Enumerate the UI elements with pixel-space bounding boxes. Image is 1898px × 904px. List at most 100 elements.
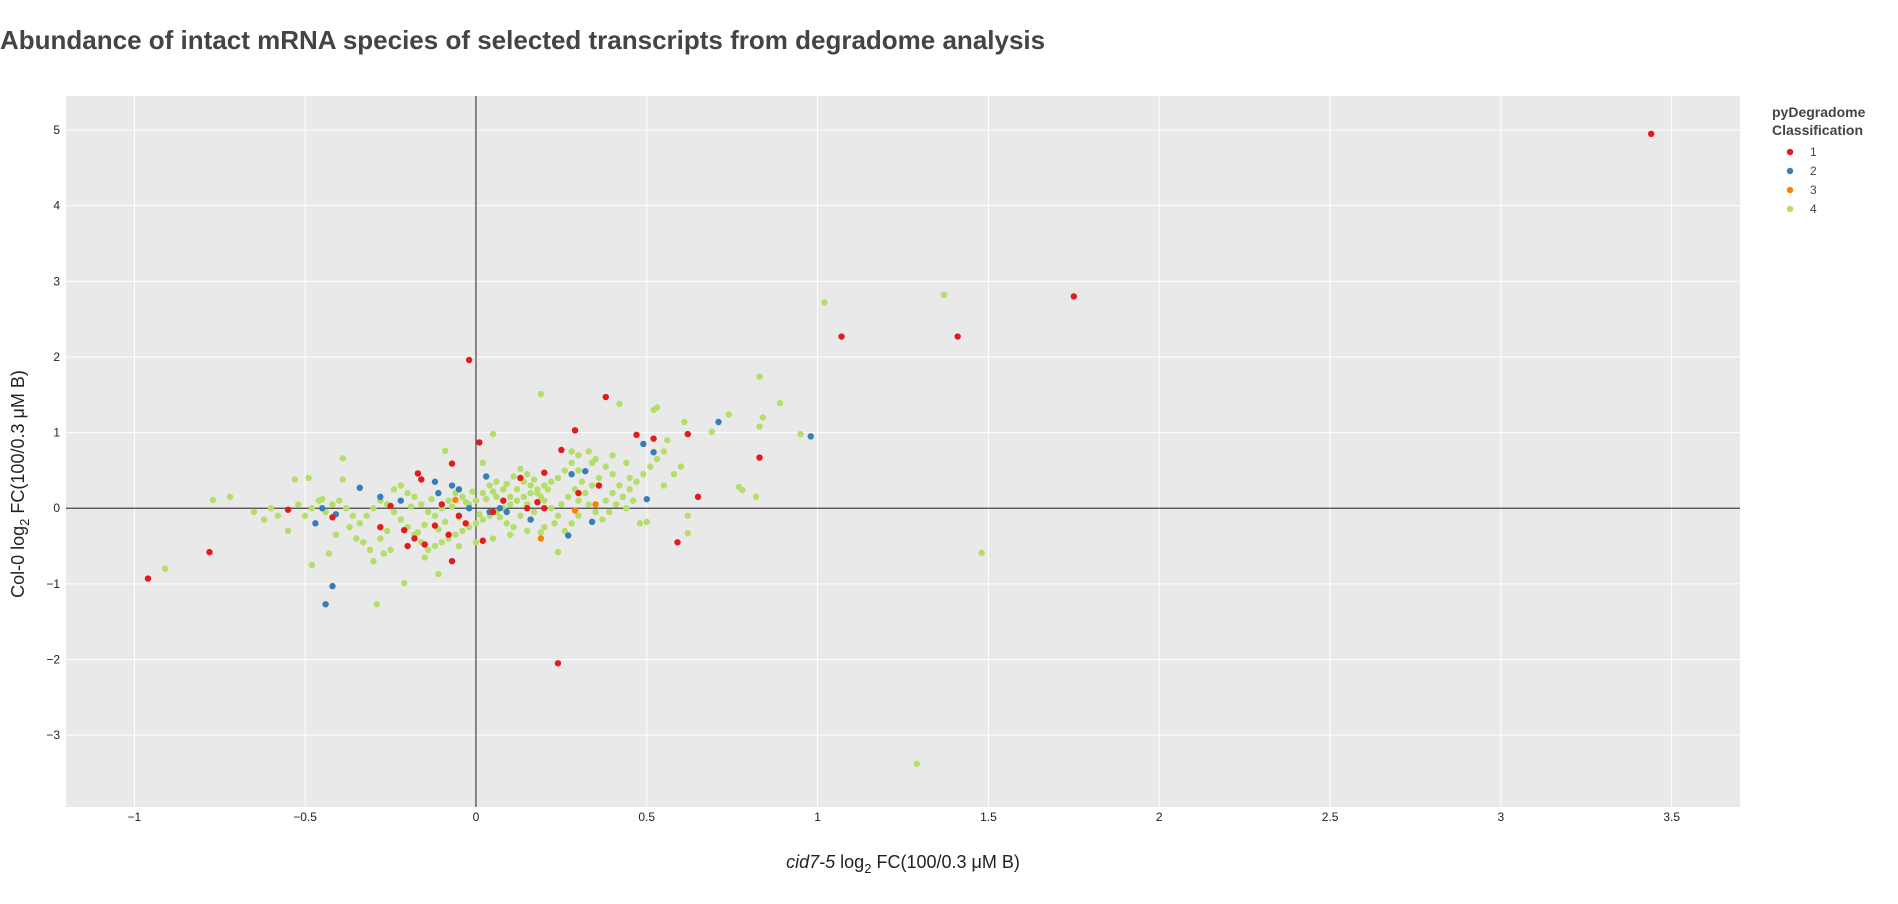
y-tick-label: 3 bbox=[53, 274, 60, 288]
data-point bbox=[708, 428, 715, 436]
data-point bbox=[602, 393, 609, 401]
data-point bbox=[510, 473, 517, 480]
data-point bbox=[568, 448, 575, 455]
data-point bbox=[356, 520, 364, 527]
data-point bbox=[913, 760, 920, 768]
data-point bbox=[530, 476, 538, 483]
data-point bbox=[336, 497, 343, 504]
x-axis-label-rest: FC(100/0.3 μM B) bbox=[876, 852, 1019, 872]
data-point bbox=[643, 495, 650, 503]
data-point bbox=[496, 514, 504, 521]
data-point bbox=[390, 486, 398, 493]
data-point bbox=[465, 505, 473, 512]
data-point bbox=[677, 463, 685, 470]
data-point bbox=[517, 512, 524, 519]
data-point bbox=[476, 511, 483, 518]
legend-label: 1 bbox=[1810, 145, 1817, 159]
data-point bbox=[404, 542, 411, 550]
data-point bbox=[527, 516, 534, 523]
data-point bbox=[455, 512, 463, 519]
data-point bbox=[978, 549, 985, 557]
data-point bbox=[592, 508, 599, 516]
data-point bbox=[308, 505, 316, 512]
data-point bbox=[445, 497, 452, 504]
data-point bbox=[558, 446, 565, 454]
legend-label: 2 bbox=[1810, 164, 1817, 178]
data-point bbox=[752, 493, 760, 501]
data-point bbox=[646, 463, 654, 470]
data-point bbox=[578, 478, 586, 485]
data-point bbox=[260, 516, 268, 523]
x-axis-label: cid7-5 log2 FC(100/0.3 μM B) bbox=[786, 852, 1020, 876]
data-point bbox=[503, 508, 510, 516]
data-point bbox=[756, 373, 763, 380]
data-point bbox=[517, 465, 524, 473]
data-point bbox=[575, 452, 582, 459]
data-point bbox=[588, 482, 596, 489]
data-point bbox=[469, 488, 476, 495]
data-point bbox=[694, 493, 702, 501]
data-point bbox=[735, 483, 743, 491]
data-point bbox=[547, 505, 555, 512]
data-point bbox=[325, 550, 333, 557]
data-point bbox=[503, 480, 510, 488]
data-point bbox=[602, 463, 609, 470]
data-point bbox=[565, 493, 572, 501]
data-point bbox=[541, 523, 548, 531]
x-tick-label: −1 bbox=[127, 810, 141, 824]
data-point bbox=[489, 508, 497, 516]
data-point bbox=[640, 470, 647, 478]
data-point bbox=[305, 474, 312, 482]
data-point bbox=[684, 529, 691, 537]
data-point bbox=[472, 497, 480, 504]
data-point bbox=[329, 501, 336, 508]
data-point bbox=[554, 474, 562, 482]
data-point bbox=[616, 400, 623, 408]
data-point bbox=[1647, 130, 1655, 138]
data-point bbox=[554, 548, 562, 556]
x-tick-label: 1 bbox=[814, 810, 821, 824]
y-axis-label-rest: FC(100/0.3 μM B) bbox=[8, 370, 28, 513]
x-axis-ticks: −1 −0.5 0 0.5 1 1.5 2 2.5 3 3.5 bbox=[127, 810, 1680, 824]
data-point bbox=[209, 496, 217, 504]
data-point bbox=[267, 505, 275, 512]
data-point bbox=[377, 493, 384, 501]
data-point bbox=[565, 532, 572, 539]
data-point bbox=[660, 448, 668, 455]
data-point bbox=[414, 529, 422, 536]
data-point bbox=[397, 516, 404, 523]
data-point bbox=[339, 455, 346, 462]
x-tick-label: 2 bbox=[1156, 810, 1163, 824]
data-point bbox=[483, 473, 490, 480]
legend-title: pyDegradome bbox=[1772, 104, 1866, 120]
data-point bbox=[479, 489, 486, 497]
x-tick-label: 3.5 bbox=[1663, 810, 1680, 824]
x-tick-label: 0.5 bbox=[638, 810, 655, 824]
data-point bbox=[431, 542, 439, 550]
data-point bbox=[500, 497, 507, 504]
data-point bbox=[954, 333, 961, 340]
data-point bbox=[370, 557, 377, 565]
data-point bbox=[366, 546, 374, 554]
data-point bbox=[1070, 293, 1078, 300]
data-point bbox=[626, 474, 633, 482]
data-point bbox=[421, 521, 428, 529]
x-axis-label-sub: 2 bbox=[864, 861, 871, 876]
data-point bbox=[377, 535, 384, 542]
data-point bbox=[592, 501, 599, 508]
data-point bbox=[411, 493, 418, 501]
data-point bbox=[582, 467, 589, 475]
data-point bbox=[582, 489, 589, 497]
data-point bbox=[524, 527, 531, 535]
data-point bbox=[575, 489, 582, 497]
data-point bbox=[226, 493, 234, 501]
data-point bbox=[684, 430, 691, 438]
data-point bbox=[144, 575, 152, 582]
x-tick-label: 2.5 bbox=[1322, 810, 1339, 824]
data-point bbox=[476, 439, 483, 446]
data-point bbox=[319, 505, 326, 512]
data-point bbox=[568, 520, 575, 527]
plot-background bbox=[66, 96, 1740, 807]
data-point bbox=[448, 460, 456, 467]
data-point bbox=[725, 411, 732, 418]
